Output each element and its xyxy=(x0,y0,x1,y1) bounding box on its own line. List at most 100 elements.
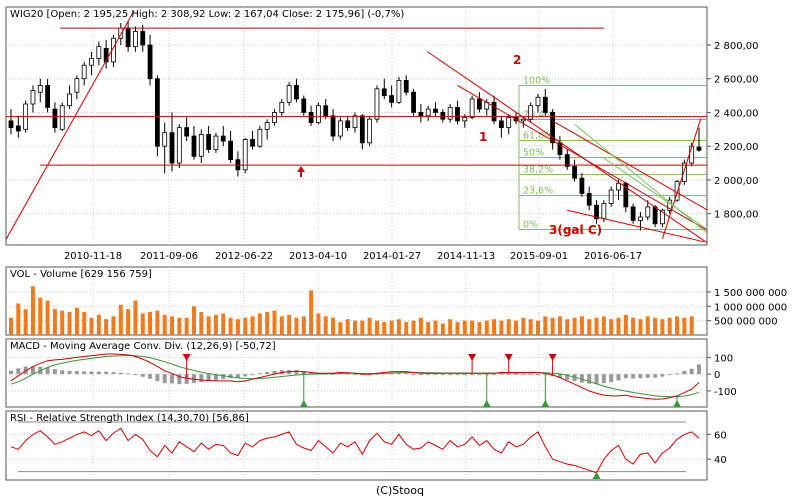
volume-bar xyxy=(448,319,453,335)
candle-body xyxy=(652,206,658,225)
volume-bar xyxy=(587,319,592,335)
macd-histogram-bar xyxy=(235,374,240,379)
macd-histogram-bar xyxy=(411,374,416,376)
candle-body xyxy=(594,204,599,220)
macd-histogram-bar xyxy=(170,374,175,384)
macd-histogram-bar xyxy=(272,370,277,375)
macd-histogram-bar xyxy=(616,374,621,381)
volume-bar xyxy=(213,314,218,335)
candle-body xyxy=(352,115,358,129)
macd-axis: 100 0 -100 xyxy=(707,353,737,398)
candle-body xyxy=(140,31,146,46)
y-tick-label: 1 000 000 000 xyxy=(714,302,787,313)
volume-bar xyxy=(228,317,233,335)
macd-histogram-bar xyxy=(535,373,540,375)
macd-line xyxy=(10,353,700,400)
volume-bar xyxy=(118,304,123,335)
x-tick-label: 2014-11-13 xyxy=(437,251,495,262)
volume-bar xyxy=(631,317,636,335)
candle-body xyxy=(498,120,504,129)
candle-body xyxy=(30,90,36,105)
volume-bar xyxy=(462,320,467,335)
macd-histogram-bar xyxy=(609,374,614,383)
volume-bar xyxy=(594,317,599,335)
volume-bar xyxy=(60,310,65,335)
candle-body xyxy=(264,122,270,130)
volume-bar xyxy=(360,320,365,335)
volume-bar xyxy=(184,317,189,335)
candle-body xyxy=(411,91,416,113)
volume-bar xyxy=(38,297,43,335)
macd-histogram-bar xyxy=(111,372,116,375)
candle-body xyxy=(220,135,226,142)
volume-bar xyxy=(243,317,248,335)
volume-bar xyxy=(418,317,423,335)
candle-body xyxy=(59,105,65,130)
x-tick-label: 2010-11-18 xyxy=(64,251,122,262)
macd-histogram-bar xyxy=(155,374,160,382)
volume-bar xyxy=(557,316,562,335)
candle-body xyxy=(169,132,175,164)
volume-bar xyxy=(279,316,284,335)
volume-bar xyxy=(52,309,57,335)
fib-level-label: 23,6% xyxy=(523,186,553,197)
candle-body xyxy=(433,108,438,113)
volume-bar xyxy=(257,313,262,335)
sell-signal-icon xyxy=(504,354,513,361)
sell-signal-icon xyxy=(468,354,477,361)
macd-histogram-bar xyxy=(565,374,570,380)
price-grid xyxy=(6,7,707,245)
x-tick-label: 2013-04-10 xyxy=(289,251,347,262)
buy-signal-icon xyxy=(592,472,601,479)
volume-bar xyxy=(389,320,394,335)
macd-histogram-bar xyxy=(133,374,138,376)
candle-body xyxy=(535,96,541,107)
channel-line xyxy=(552,120,707,211)
candle-body xyxy=(638,216,643,221)
volume-bar xyxy=(455,322,460,335)
volume-bar xyxy=(404,322,409,335)
candle-body xyxy=(286,85,292,103)
macd-histogram-bar xyxy=(631,374,636,379)
candle-body xyxy=(147,44,153,80)
volume-bar xyxy=(23,309,28,335)
volume-bar xyxy=(645,316,650,335)
trend-lines xyxy=(6,10,707,244)
volume-bar xyxy=(206,316,211,335)
macd-histogram-bar xyxy=(243,374,248,377)
candle-body xyxy=(228,140,233,161)
volume-bar xyxy=(396,319,401,335)
volume-bar xyxy=(382,322,387,335)
macd-histogram-bar xyxy=(653,374,658,378)
volume-bar xyxy=(287,314,292,335)
macd-histogram-bar xyxy=(177,374,182,385)
volume-bar xyxy=(616,317,621,335)
volume-bar xyxy=(653,317,658,335)
volume-bar xyxy=(177,317,182,335)
candle-body xyxy=(316,105,321,123)
volume-bar xyxy=(250,316,255,335)
macd-histogram-bar xyxy=(250,374,255,376)
macd-histogram-bar xyxy=(645,374,650,378)
macd-histogram-bar xyxy=(697,364,701,375)
macd-histogram-bar xyxy=(477,374,482,376)
channel-line xyxy=(567,209,705,243)
candle-body xyxy=(81,64,87,80)
candle-body xyxy=(389,95,394,103)
macd-histogram-bar xyxy=(499,373,504,375)
fib-fan-line xyxy=(603,157,707,230)
candle-body xyxy=(403,80,409,93)
wave-label-1: 1 xyxy=(479,130,487,144)
candle-body xyxy=(491,101,497,122)
macd-histogram-bar xyxy=(257,373,262,375)
x-tick-label: 2014-01-27 xyxy=(363,251,421,262)
candle-body xyxy=(154,78,160,147)
candle-body xyxy=(45,85,50,108)
candle-body xyxy=(198,133,204,157)
rsi-axis: 60 40 xyxy=(707,430,727,466)
candle-body xyxy=(359,115,365,144)
volume-bar xyxy=(331,317,336,335)
volume-bar xyxy=(374,320,379,335)
macd-histogram-bar xyxy=(433,374,438,376)
volume-bar xyxy=(367,317,372,335)
